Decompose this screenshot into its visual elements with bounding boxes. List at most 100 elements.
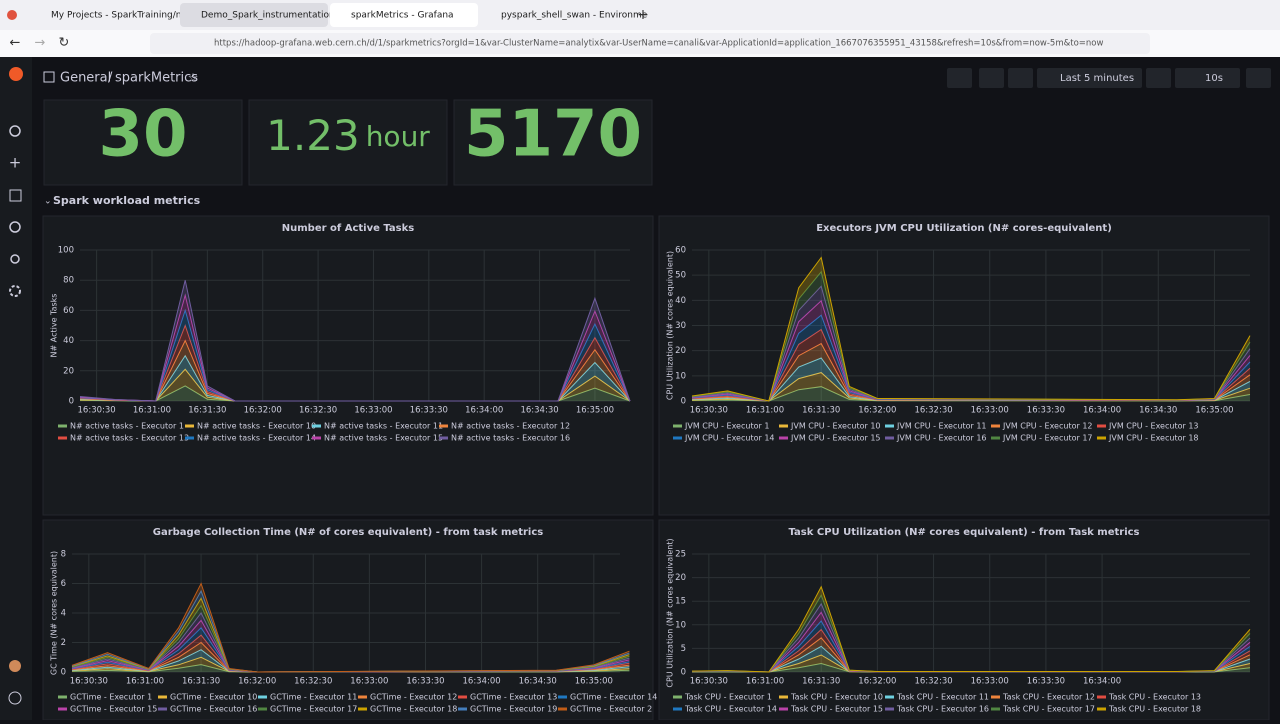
tab[interactable] bbox=[28, 3, 176, 27]
legend-label: Task CPU - Executor 10 bbox=[790, 693, 883, 702]
tab[interactable] bbox=[180, 3, 328, 27]
x-tick-label: 16:31:00 bbox=[133, 406, 171, 416]
tab-title[interactable]: sparkMetrics - Grafana bbox=[351, 11, 454, 21]
x-tick-label: 16:30:30 bbox=[690, 406, 728, 416]
x-tick-label: 16:33:30 bbox=[1027, 406, 1065, 416]
x-tick-label: 16:32:00 bbox=[858, 406, 896, 416]
tab-title[interactable]: pyspark_shell_swan - Environme bbox=[501, 11, 648, 21]
panel-title: Number of Active Tasks bbox=[282, 223, 415, 234]
legend-label: GCTime - Executor 17 bbox=[270, 705, 357, 714]
alerting-icon[interactable] bbox=[10, 254, 20, 264]
stat-panel bbox=[43, 99, 243, 186]
x-tick-label: 16:34:00 bbox=[1083, 406, 1121, 416]
star-button[interactable]: ☆ bbox=[188, 71, 199, 85]
legend-label: N# active tasks - Executor 14 bbox=[197, 434, 316, 443]
back-button[interactable]: ← bbox=[10, 36, 21, 51]
x-tick-label: 16:32:30 bbox=[294, 677, 332, 687]
tab-title[interactable]: Demo_Spark_instrumentation bbox=[201, 11, 335, 21]
series-line bbox=[79, 280, 631, 402]
explore-icon[interactable] bbox=[9, 221, 21, 233]
zoom-out-button[interactable] bbox=[1146, 68, 1171, 88]
url-bar[interactable] bbox=[150, 33, 1150, 54]
tab-title[interactable]: My Projects - SparkTraining/not bbox=[51, 11, 191, 21]
tv-mode-button[interactable] bbox=[1246, 68, 1271, 88]
panel bbox=[658, 215, 1270, 516]
area-fill bbox=[692, 386, 1250, 401]
stat-panel bbox=[453, 99, 653, 186]
x-tick-label: 16:30:30 bbox=[78, 406, 116, 416]
forward-button[interactable]: → bbox=[35, 36, 46, 51]
x-tick-label: 16:34:30 bbox=[1139, 406, 1177, 416]
legend-label: GCTime - Executor 1 bbox=[70, 693, 152, 702]
breadcrumb-separator: / bbox=[108, 71, 113, 86]
x-tick-label: 16:32:30 bbox=[299, 406, 337, 416]
x-tick-label: 16:34:00 bbox=[463, 677, 501, 687]
legend-label: Task CPU - Executor 17 bbox=[1002, 705, 1095, 714]
legend-label: N# active tasks - Executor 12 bbox=[451, 422, 570, 431]
url[interactable]: https://hadoop-grafana.web.cern.ch/d/1/s… bbox=[214, 39, 1103, 49]
breadcrumb-folder[interactable]: General bbox=[60, 71, 111, 86]
legend-label: GCTime - Executor 14 bbox=[570, 693, 657, 702]
search-icon[interactable] bbox=[9, 125, 21, 137]
y-tick-label: 5 bbox=[681, 644, 686, 654]
y-tick-label: 0 bbox=[69, 397, 74, 407]
x-tick-label: 16:30:30 bbox=[70, 677, 108, 687]
y-tick-label: 100 bbox=[58, 246, 74, 256]
x-tick-label: 16:33:00 bbox=[971, 677, 1009, 687]
add-panel-button[interactable] bbox=[947, 68, 972, 88]
time-picker[interactable] bbox=[1037, 68, 1142, 88]
reload-button[interactable]: ↻ bbox=[59, 36, 70, 51]
panel-title: Task CPU Utilization (N# cores equivalen… bbox=[789, 527, 1140, 538]
series-line bbox=[71, 582, 630, 673]
collapse-icon[interactable]: ⌄ bbox=[44, 197, 52, 207]
create-icon[interactable]: + bbox=[9, 154, 22, 172]
stat-unit: hour bbox=[366, 120, 431, 153]
help-icon[interactable] bbox=[8, 691, 22, 705]
legend-label: JVM CPU - Executor 1 bbox=[684, 422, 769, 431]
new-tab-button[interactable]: + bbox=[637, 7, 649, 23]
legend-label: N# active tasks - Executor 1 bbox=[70, 422, 184, 431]
legend-label: GCTime - Executor 18 bbox=[370, 705, 457, 714]
x-tick-label: 16:32:00 bbox=[244, 406, 282, 416]
area-fill bbox=[692, 372, 1250, 401]
x-tick-label: 16:34:30 bbox=[520, 406, 558, 416]
legend-label: Task CPU - Executor 1 bbox=[684, 693, 772, 702]
row-title[interactable]: Spark workload metrics bbox=[53, 194, 201, 207]
stat-panel bbox=[248, 99, 448, 186]
x-tick-label: 16:32:30 bbox=[914, 677, 952, 687]
time-range[interactable]: Last 5 minutes bbox=[1060, 73, 1134, 84]
dashboards-icon[interactable] bbox=[9, 189, 22, 202]
y-tick-label: 0 bbox=[61, 668, 66, 678]
y-tick-label: 8 bbox=[61, 550, 66, 560]
area-fill bbox=[80, 385, 630, 401]
y-tick-label: 40 bbox=[63, 336, 74, 346]
save-button[interactable] bbox=[979, 68, 1004, 88]
tab-active[interactable] bbox=[330, 3, 478, 27]
area-fill bbox=[692, 629, 1250, 672]
x-tick-label: 16:32:00 bbox=[238, 677, 276, 687]
panel bbox=[42, 519, 654, 721]
panel-title: Garbage Collection Time (N# of cores equ… bbox=[153, 527, 544, 538]
x-tick-label: 16:30:30 bbox=[690, 677, 728, 687]
user-avatar[interactable] bbox=[9, 660, 21, 672]
y-tick-label: 60 bbox=[63, 306, 74, 316]
x-tick-label: 16:35:00 bbox=[575, 677, 613, 687]
legend-label: JVM CPU - Executor 16 bbox=[896, 434, 987, 443]
refresh-picker[interactable] bbox=[1175, 68, 1240, 88]
legend-label: JVM CPU - Executor 18 bbox=[1108, 434, 1199, 443]
x-tick-label: 16:34:30 bbox=[519, 677, 557, 687]
dashboard-title[interactable]: sparkMetrics bbox=[115, 71, 198, 86]
x-tick-label: 16:31:30 bbox=[802, 406, 840, 416]
y-tick-label: 10 bbox=[675, 620, 686, 630]
grafana-logo[interactable] bbox=[9, 67, 23, 81]
settings-button[interactable] bbox=[1008, 68, 1033, 88]
x-tick-label: 16:34:00 bbox=[465, 406, 503, 416]
legend-label: JVM CPU - Executor 10 bbox=[790, 422, 881, 431]
tab[interactable] bbox=[480, 3, 628, 27]
settings-icon[interactable] bbox=[9, 285, 21, 297]
area-fill bbox=[692, 663, 1250, 672]
legend-label: GCTime - Executor 10 bbox=[170, 693, 257, 702]
dashboard-icon bbox=[43, 71, 55, 83]
refresh-interval[interactable]: 10s bbox=[1205, 73, 1223, 84]
